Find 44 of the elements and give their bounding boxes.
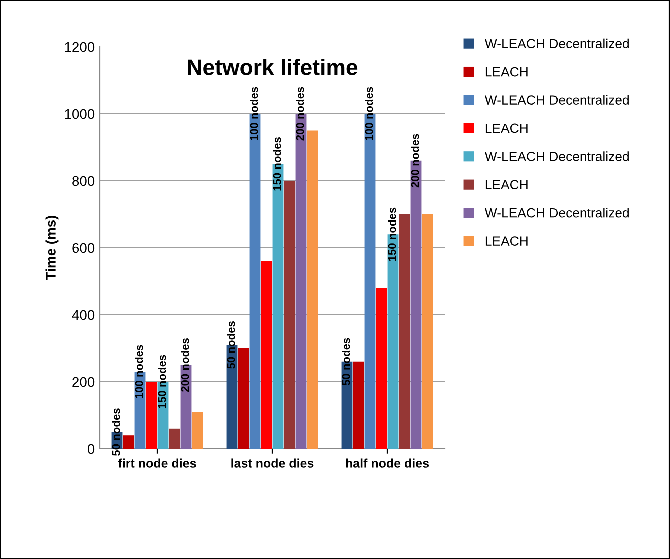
annotation: 150 nodes xyxy=(388,208,396,262)
legend-label: LEACH xyxy=(486,67,528,77)
annotation: 100 nodes xyxy=(135,345,144,398)
annotation: 50 nodes xyxy=(112,408,120,456)
x-tick-label: last node dies xyxy=(232,458,314,468)
y-tick-label: 1200 xyxy=(65,42,95,52)
bar xyxy=(123,436,134,449)
bar xyxy=(169,428,180,449)
y-axis-title: Time (ms) xyxy=(46,216,59,281)
annotation: 200 nodes xyxy=(296,87,304,141)
chart-title: Network lifetime xyxy=(188,59,358,76)
annotation: 150 nodes xyxy=(273,138,282,191)
y-tick-label: 400 xyxy=(72,310,95,320)
bar xyxy=(422,214,434,449)
annotation: 50 nodes xyxy=(227,322,236,369)
y-tick-label: 800 xyxy=(72,176,95,186)
bar xyxy=(284,181,296,449)
y-tick-label: 200 xyxy=(72,377,95,388)
annotation: 50 nodes xyxy=(342,338,350,386)
y-tick-label: 600 xyxy=(72,243,95,254)
legend-label: W-LEACH Decentralized xyxy=(484,208,629,218)
legend-label: W-LEACH Decentralized xyxy=(484,38,629,49)
legend-label: LEACH xyxy=(486,236,528,246)
legend-label: LEACH xyxy=(486,180,528,190)
bar xyxy=(353,362,364,449)
bar xyxy=(376,288,388,449)
annotation: 150 nodes xyxy=(158,355,166,408)
y-tick-label: 1000 xyxy=(65,109,95,120)
bar xyxy=(146,382,158,449)
x-tick-label: firt node dies xyxy=(118,458,196,468)
annotation: 100 nodes xyxy=(365,87,374,140)
bar xyxy=(238,348,250,449)
legend-label: LEACH xyxy=(486,124,528,134)
bar xyxy=(307,130,318,449)
annotation: 200 nodes xyxy=(181,338,190,392)
legend-label: W-LEACH Decentralized xyxy=(484,152,629,162)
annotation: 200 nodes xyxy=(411,134,420,188)
bar xyxy=(399,214,410,449)
bar xyxy=(192,412,204,449)
legend-label: W-LEACH Decentralized xyxy=(484,95,629,105)
annotation: 100 nodes xyxy=(250,87,258,140)
x-tick-label: half node dies xyxy=(346,458,430,468)
bar xyxy=(261,261,272,449)
y-tick-label: 0 xyxy=(88,444,95,454)
